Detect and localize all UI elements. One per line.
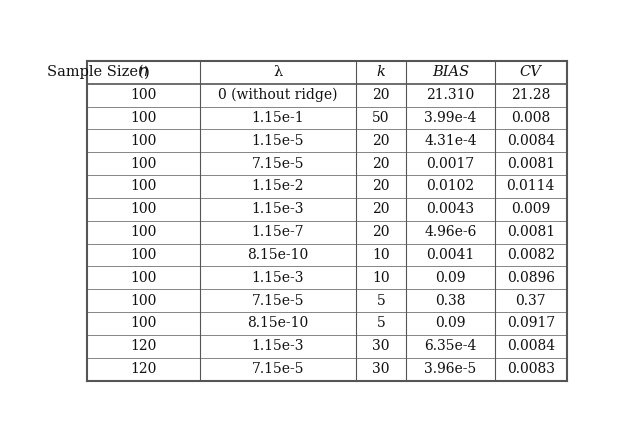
Text: 0.09: 0.09 — [435, 271, 466, 285]
Text: 8.15e-10: 8.15e-10 — [247, 316, 308, 330]
Text: 100: 100 — [130, 111, 157, 125]
Text: 20: 20 — [372, 225, 390, 239]
Text: 20: 20 — [372, 88, 390, 102]
Text: 0.0017: 0.0017 — [426, 156, 475, 170]
Text: 20: 20 — [372, 156, 390, 170]
Text: 100: 100 — [130, 294, 157, 308]
Text: 10: 10 — [372, 248, 390, 262]
Text: 0.0114: 0.0114 — [507, 180, 555, 194]
Text: 0.0043: 0.0043 — [426, 202, 475, 216]
Text: 0.37: 0.37 — [516, 294, 546, 308]
Text: 30: 30 — [372, 362, 390, 376]
Text: 21.28: 21.28 — [511, 88, 551, 102]
Text: 20: 20 — [372, 202, 390, 216]
Text: k: k — [376, 65, 385, 79]
Text: 0.0084: 0.0084 — [507, 339, 555, 353]
Text: λ: λ — [273, 65, 283, 79]
Text: 0.0917: 0.0917 — [507, 316, 555, 330]
Text: 4.96e-6: 4.96e-6 — [424, 225, 477, 239]
Text: 100: 100 — [130, 134, 157, 148]
Text: 0.0081: 0.0081 — [507, 225, 555, 239]
Text: ): ) — [144, 65, 149, 79]
Text: 21.310: 21.310 — [426, 88, 475, 102]
Text: Sample Size(: Sample Size( — [47, 65, 144, 80]
Text: 1.15e-3: 1.15e-3 — [251, 339, 304, 353]
Text: 0.0083: 0.0083 — [507, 362, 555, 376]
Text: 7.15e-5: 7.15e-5 — [251, 362, 304, 376]
Text: 30: 30 — [372, 339, 390, 353]
Text: 1.15e-3: 1.15e-3 — [251, 271, 304, 285]
Text: 5: 5 — [376, 294, 385, 308]
Text: 120: 120 — [130, 339, 157, 353]
Text: 0.0081: 0.0081 — [507, 156, 555, 170]
Text: 0 (without ridge): 0 (without ridge) — [218, 88, 338, 102]
Text: 4.31e-4: 4.31e-4 — [424, 134, 477, 148]
Text: 5: 5 — [376, 316, 385, 330]
Text: 100: 100 — [130, 271, 157, 285]
Text: 100: 100 — [130, 88, 157, 102]
Text: BIAS: BIAS — [432, 65, 469, 79]
Text: CV: CV — [520, 65, 542, 79]
Text: 20: 20 — [372, 134, 390, 148]
Text: 0.009: 0.009 — [511, 202, 551, 216]
Text: 1.15e-2: 1.15e-2 — [251, 180, 304, 194]
Text: 100: 100 — [130, 316, 157, 330]
Text: 7.15e-5: 7.15e-5 — [251, 156, 304, 170]
Text: 10: 10 — [372, 271, 390, 285]
Text: 0.09: 0.09 — [435, 316, 466, 330]
Text: 0.0082: 0.0082 — [507, 248, 555, 262]
Text: 1.15e-1: 1.15e-1 — [251, 111, 304, 125]
Text: 0.008: 0.008 — [511, 111, 551, 125]
Text: 100: 100 — [130, 180, 157, 194]
Text: 3.96e-5: 3.96e-5 — [424, 362, 477, 376]
Text: 0.0102: 0.0102 — [426, 180, 475, 194]
Text: 1.15e-7: 1.15e-7 — [251, 225, 304, 239]
Text: 6.35e-4: 6.35e-4 — [424, 339, 477, 353]
Text: 100: 100 — [130, 225, 157, 239]
Text: 0.0896: 0.0896 — [507, 271, 555, 285]
Text: 20: 20 — [372, 180, 390, 194]
Text: 50: 50 — [372, 111, 390, 125]
Text: 0.38: 0.38 — [435, 294, 466, 308]
Text: 7.15e-5: 7.15e-5 — [251, 294, 304, 308]
Text: 8.15e-10: 8.15e-10 — [247, 248, 308, 262]
Text: 0.0084: 0.0084 — [507, 134, 555, 148]
Text: 100: 100 — [130, 156, 157, 170]
Text: 1.15e-5: 1.15e-5 — [251, 134, 304, 148]
Text: $n$: $n$ — [138, 65, 149, 79]
Text: 3.99e-4: 3.99e-4 — [424, 111, 477, 125]
Text: 100: 100 — [130, 202, 157, 216]
Text: 120: 120 — [130, 362, 157, 376]
Text: 100: 100 — [130, 248, 157, 262]
Text: 0.0041: 0.0041 — [426, 248, 475, 262]
Text: 1.15e-3: 1.15e-3 — [251, 202, 304, 216]
